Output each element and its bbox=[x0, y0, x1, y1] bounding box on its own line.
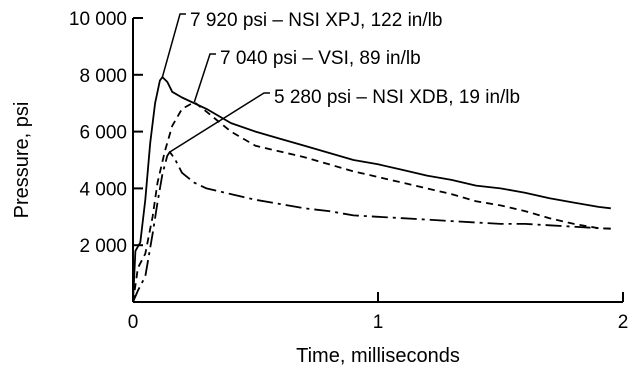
annotation-leader bbox=[193, 53, 216, 103]
series-line-1 bbox=[132, 76, 611, 303]
annotation-leader bbox=[161, 13, 186, 78]
y-axis-title: Pressure, psi bbox=[11, 102, 33, 219]
x-tick-label: 2 bbox=[618, 312, 629, 333]
series-lines bbox=[132, 76, 611, 303]
annotations: 7 920 psi – NSI XPJ, 122 in/lb 7 040 psi … bbox=[161, 10, 520, 153]
y-tick-label: 4 000 bbox=[79, 179, 127, 200]
annotation-label: 7 040 psi – VSI, 89 in/lb bbox=[220, 48, 421, 69]
annotation-label: 5 280 psi – NSI XDB, 19 in/lb bbox=[274, 87, 520, 108]
x-tick-label: 0 bbox=[128, 312, 139, 333]
series-line-3 bbox=[132, 151, 611, 303]
annotation-label: 7 920 psi – NSI XPJ, 122 in/lb bbox=[190, 10, 442, 31]
x-axis-title: Time, milliseconds bbox=[296, 345, 460, 367]
annotation-leader bbox=[169, 92, 270, 153]
plot-area: 2 000 4 000 6 000 8 000 10 000 0 1 2 7 920 psi… bbox=[69, 9, 628, 333]
y-tick-label: 8 000 bbox=[79, 66, 127, 87]
y-tick-label: 10 000 bbox=[69, 9, 127, 30]
series-line-2 bbox=[132, 101, 611, 303]
y-tick-label: 2 000 bbox=[79, 236, 127, 257]
x-ticks: 0 1 2 bbox=[128, 292, 629, 333]
y-ticks: 2 000 4 000 6 000 8 000 10 000 bbox=[69, 9, 143, 257]
y-tick-label: 6 000 bbox=[79, 123, 127, 144]
x-tick-label: 1 bbox=[373, 312, 384, 333]
